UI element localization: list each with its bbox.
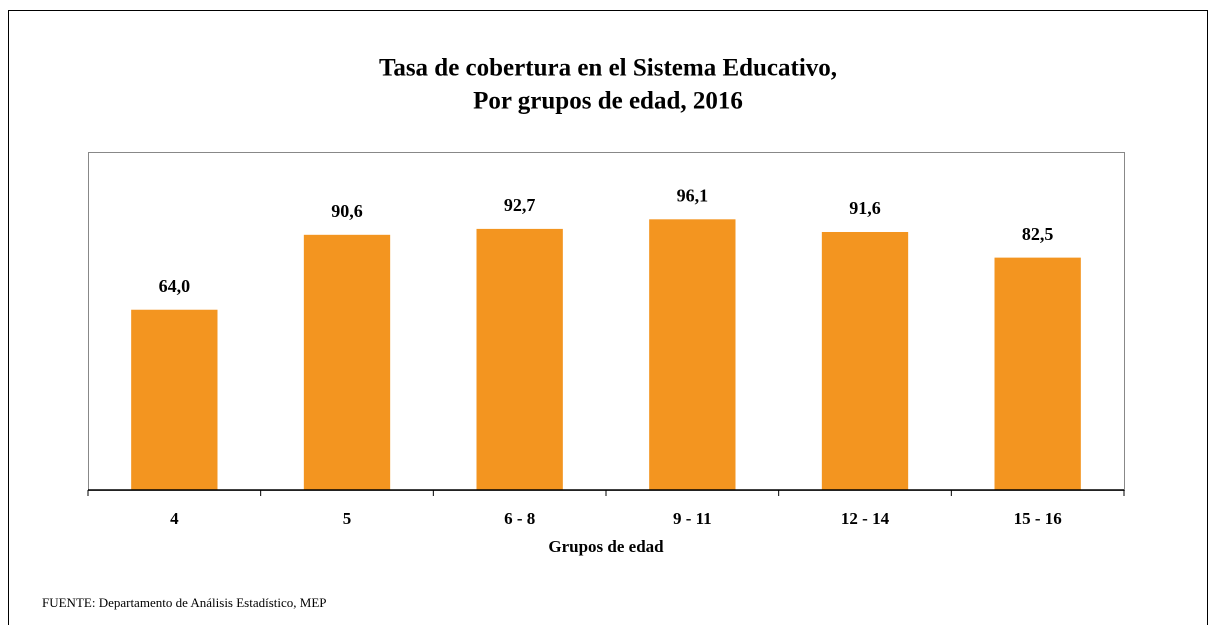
data-label: 90,6 xyxy=(331,201,363,221)
x-tick-label: 15 - 16 xyxy=(1014,509,1062,528)
data-label: 96,1 xyxy=(677,185,709,205)
chart-title: Tasa de cobertura en el Sistema Educativ… xyxy=(379,55,837,82)
bar xyxy=(994,257,1081,490)
bar xyxy=(649,219,736,490)
frame xyxy=(8,10,1208,625)
bar xyxy=(821,231,909,490)
x-tick-label: 5 xyxy=(343,509,352,528)
x-tick-label: 12 - 14 xyxy=(841,509,890,528)
bar xyxy=(303,234,391,490)
x-tick-label: 4 xyxy=(170,509,179,528)
data-label: 92,7 xyxy=(504,195,536,215)
x-tick-label: 6 - 8 xyxy=(504,509,535,528)
data-label: 91,6 xyxy=(849,198,881,218)
data-label: 64,0 xyxy=(159,276,191,296)
source-note: FUENTE: Departamento de Análisis Estadís… xyxy=(42,595,327,610)
bar xyxy=(131,309,218,490)
chart-title: Por grupos de edad, 2016 xyxy=(473,88,743,115)
data-label: 82,5 xyxy=(1022,224,1054,244)
plot-area xyxy=(88,152,1125,491)
x-tick-label: 9 - 11 xyxy=(673,509,712,528)
x-axis-label: Grupos de edad xyxy=(548,537,664,556)
bar xyxy=(476,228,563,490)
